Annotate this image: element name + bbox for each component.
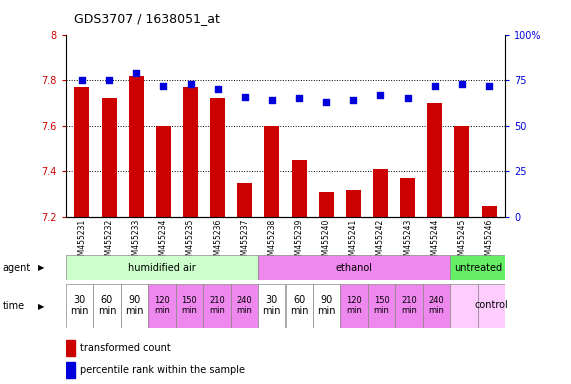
Bar xyxy=(451,284,478,328)
Bar xyxy=(395,284,423,328)
Point xyxy=(430,83,439,89)
Bar xyxy=(313,284,340,328)
Text: 120
min: 120 min xyxy=(346,296,362,315)
Point xyxy=(159,83,168,89)
Text: percentile rank within the sample: percentile rank within the sample xyxy=(80,365,245,375)
Point xyxy=(295,95,304,101)
Bar xyxy=(120,284,148,328)
Bar xyxy=(400,178,415,217)
Bar xyxy=(176,284,203,328)
Text: 150
min: 150 min xyxy=(182,296,197,315)
Text: 210
min: 210 min xyxy=(401,296,417,315)
Bar xyxy=(74,87,90,217)
Bar xyxy=(66,284,93,328)
Point xyxy=(321,99,331,105)
Text: 30
min: 30 min xyxy=(263,295,281,316)
Bar xyxy=(264,126,279,217)
Text: 210
min: 210 min xyxy=(209,296,225,315)
Text: GDS3707 / 1638051_at: GDS3707 / 1638051_at xyxy=(74,12,220,25)
Bar xyxy=(210,98,225,217)
Text: ▶: ▶ xyxy=(38,302,45,311)
Bar xyxy=(231,284,258,328)
Point xyxy=(213,86,222,93)
Text: 90
min: 90 min xyxy=(317,295,336,316)
Bar xyxy=(203,284,231,328)
Bar xyxy=(373,169,388,217)
Bar xyxy=(129,76,144,217)
Text: 90
min: 90 min xyxy=(125,295,144,316)
Text: 60
min: 60 min xyxy=(290,295,308,316)
Bar xyxy=(286,284,313,328)
Point xyxy=(376,92,385,98)
Text: time: time xyxy=(3,301,25,311)
Point xyxy=(132,70,141,76)
Text: humidified air: humidified air xyxy=(128,263,196,273)
Point xyxy=(403,95,412,101)
Bar xyxy=(102,98,116,217)
Bar xyxy=(340,284,368,328)
Bar xyxy=(66,255,258,280)
Text: transformed count: transformed count xyxy=(80,343,171,353)
Point xyxy=(484,83,493,89)
Text: 30
min: 30 min xyxy=(70,295,89,316)
Bar xyxy=(292,160,307,217)
Text: control: control xyxy=(475,300,508,310)
Bar xyxy=(478,284,505,328)
Text: ethanol: ethanol xyxy=(336,263,373,273)
Bar xyxy=(66,341,75,356)
Text: 120
min: 120 min xyxy=(154,296,170,315)
Bar xyxy=(148,284,176,328)
Text: 240
min: 240 min xyxy=(236,296,252,315)
Bar xyxy=(238,183,252,217)
Text: agent: agent xyxy=(3,263,31,273)
Bar xyxy=(427,103,442,217)
Point xyxy=(78,77,87,83)
Bar xyxy=(319,192,333,217)
Point xyxy=(349,97,358,103)
Bar xyxy=(346,190,361,217)
Bar xyxy=(423,284,451,328)
Bar xyxy=(481,205,497,217)
Text: untreated: untreated xyxy=(454,263,502,273)
Bar xyxy=(451,255,505,280)
Text: 60
min: 60 min xyxy=(98,295,116,316)
Bar xyxy=(455,126,469,217)
Bar xyxy=(183,87,198,217)
Text: 150
min: 150 min xyxy=(374,296,389,315)
Text: 240
min: 240 min xyxy=(429,296,445,315)
Bar xyxy=(66,362,75,378)
Text: ▶: ▶ xyxy=(38,263,45,272)
Bar xyxy=(258,255,451,280)
Bar xyxy=(156,126,171,217)
Point xyxy=(186,81,195,87)
Bar xyxy=(93,284,120,328)
Bar xyxy=(368,284,395,328)
Bar xyxy=(258,284,286,328)
Point xyxy=(240,94,250,100)
Point xyxy=(457,81,467,87)
Point xyxy=(104,77,114,83)
Point xyxy=(267,97,276,103)
